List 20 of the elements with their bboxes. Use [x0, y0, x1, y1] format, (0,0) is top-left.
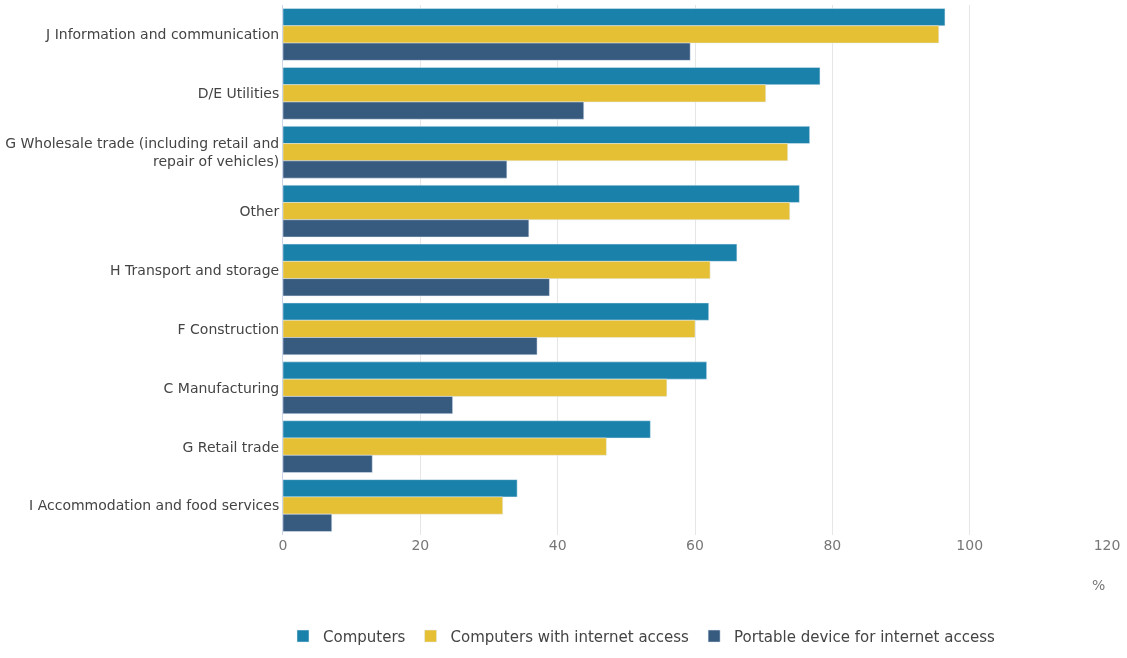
x-tick-label: 60: [686, 537, 704, 553]
y-tick-label: J Information and communication: [45, 26, 280, 43]
y-tick-label: D/E Utilities: [197, 85, 280, 102]
legend-label: Computers with internet access: [450, 627, 690, 646]
x-tick-label: 20: [411, 537, 430, 553]
y-tick-label: Other: [239, 203, 280, 220]
y-tick-label: C Manufacturing: [163, 379, 280, 396]
x-tick-label: 0: [278, 537, 288, 553]
legend-label: Computers: [323, 627, 406, 646]
x-tick-label: 80: [823, 537, 842, 553]
y-tick-label: I Accommodation and food services: [29, 497, 280, 514]
legend-label: Portable device for internet access: [734, 627, 995, 646]
y-tick-label: F Construction: [177, 320, 280, 337]
y-tick-label: H Transport and storage: [110, 261, 280, 278]
x-tick-label: 40: [548, 537, 567, 553]
x-tick-label: 120: [1093, 537, 1121, 553]
x-axis-title: %: [1092, 577, 1106, 593]
x-tick-label: 100: [956, 537, 984, 553]
y-tick-label: G Wholesale trade (including retail and repair of vehicles): [5, 135, 280, 170]
y-tick-label: G Retail trade: [182, 438, 280, 455]
